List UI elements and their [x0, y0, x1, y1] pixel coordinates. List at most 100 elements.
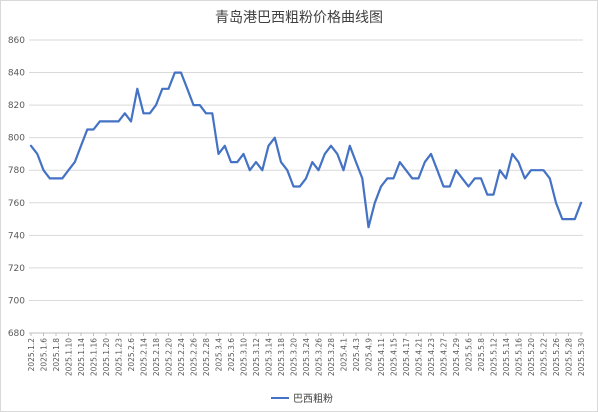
data-point: [199, 104, 201, 106]
x-tick-label: 2025.4.29: [452, 338, 461, 376]
x-tick-label: 2025.5.14: [502, 338, 511, 376]
data-point: [305, 177, 307, 179]
x-tick-label: 2025.4.27: [440, 338, 449, 376]
data-point: [61, 177, 63, 179]
x-tick-label: 2025.5.8: [477, 338, 486, 372]
data-point: [42, 169, 45, 171]
data-point: [436, 169, 438, 171]
y-tick-label: 680: [8, 329, 25, 339]
x-tick-label: 2025.5.20: [527, 338, 536, 376]
data-point: [361, 177, 363, 179]
y-tick-label: 720: [8, 264, 25, 274]
data-point: [230, 161, 232, 163]
data-point: [467, 185, 470, 188]
data-point: [455, 169, 457, 171]
x-tick-label: 2025.1.6: [40, 338, 49, 372]
data-point: [386, 177, 388, 179]
data-point: [480, 177, 482, 179]
data-point: [161, 88, 163, 90]
legend-label: 巴西粗粉: [293, 392, 333, 405]
data-point: [549, 177, 551, 179]
data-point: [424, 161, 426, 163]
data-point: [192, 104, 195, 106]
data-point: [274, 137, 276, 139]
data-point: [380, 185, 382, 188]
data-point: [99, 120, 101, 122]
data-point: [111, 120, 113, 122]
data-point: [367, 226, 370, 228]
data-point: [30, 145, 32, 147]
x-tick-label: 2025.3.20: [290, 338, 299, 376]
x-tick-label: 2025.1.23: [115, 338, 124, 376]
series-line-brazil-coarse-fines: [29, 71, 583, 229]
data-point: [511, 153, 513, 155]
data-point: [86, 128, 88, 131]
data-point: [55, 177, 57, 179]
x-tick-label: 2025.2.24: [177, 338, 186, 376]
data-point: [205, 112, 207, 114]
x-axis-ticks: 2025.1.2 2025.1.6 2025.1.8 2025.1.10 2025.1.…: [27, 333, 586, 376]
x-tick-label: 2025.4.11: [377, 338, 386, 376]
x-tick-label: 2025.3.26: [315, 338, 324, 376]
data-point: [405, 169, 407, 171]
x-tick-label: 2025.3.28: [327, 338, 336, 376]
y-tick-label: 820: [8, 101, 25, 111]
data-point: [130, 120, 132, 122]
x-tick-label: 2025.3.4: [215, 338, 224, 372]
data-point: [461, 177, 463, 179]
data-point: [149, 112, 151, 114]
data-point: [555, 202, 557, 204]
x-tick-label: 2025.3.6: [227, 338, 236, 372]
y-tick-label: 780: [8, 166, 25, 176]
x-tick-label: 2025.3.12: [252, 338, 261, 376]
data-point: [524, 177, 526, 179]
data-point: [67, 169, 70, 171]
x-tick-label: 2025.4.23: [427, 338, 436, 376]
x-tick-label: 2025.1.20: [102, 338, 111, 376]
data-point: [417, 177, 420, 179]
data-point: [392, 177, 395, 179]
x-tick-label: 2025.4.21: [415, 338, 424, 376]
y-tick-label: 740: [8, 231, 25, 241]
data-point: [399, 161, 401, 163]
x-tick-label: 2025.2.28: [202, 338, 211, 376]
data-point: [267, 145, 270, 147]
x-tick-label: 2025.2.26: [190, 338, 199, 376]
data-point: [430, 153, 432, 155]
x-tick-label: 2025.3.14: [265, 338, 274, 376]
data-point: [124, 112, 126, 114]
legend: 巴西粗粉: [271, 392, 333, 405]
data-point: [486, 194, 488, 196]
data-point: [349, 145, 351, 147]
data-point: [324, 153, 326, 155]
x-tick-label: 2025.1.16: [90, 338, 99, 376]
x-tick-label: 2025.2.6: [127, 338, 136, 372]
x-tick-label: 2025.4.3: [352, 338, 361, 372]
data-point: [499, 169, 501, 171]
x-tick-label: 2025.5.30: [577, 338, 586, 376]
x-tick-label: 2025.5.12: [490, 338, 499, 376]
y-tick-label: 860: [8, 36, 25, 46]
data-point: [105, 120, 107, 122]
data-point: [355, 161, 357, 163]
x-tick-label: 2025.5.22: [540, 338, 549, 376]
x-tick-label: 2025.5.16: [515, 338, 524, 376]
data-point: [311, 161, 313, 163]
data-point: [567, 218, 570, 220]
data-point: [49, 177, 51, 179]
data-point: [80, 145, 82, 147]
data-point: [330, 145, 332, 147]
data-point: [249, 169, 251, 171]
data-point: [580, 202, 582, 204]
data-point: [342, 169, 345, 171]
data-point: [530, 169, 532, 171]
x-tick-label: 2025.4.9: [365, 338, 374, 372]
x-tick-label: 2025.2.14: [140, 338, 149, 376]
data-point: [505, 177, 507, 179]
x-tick-label: 2025.2.18: [152, 338, 161, 376]
data-point: [261, 169, 263, 171]
data-point: [255, 161, 257, 163]
data-point: [174, 71, 176, 74]
x-tick-label: 2025.4.15: [390, 338, 399, 376]
